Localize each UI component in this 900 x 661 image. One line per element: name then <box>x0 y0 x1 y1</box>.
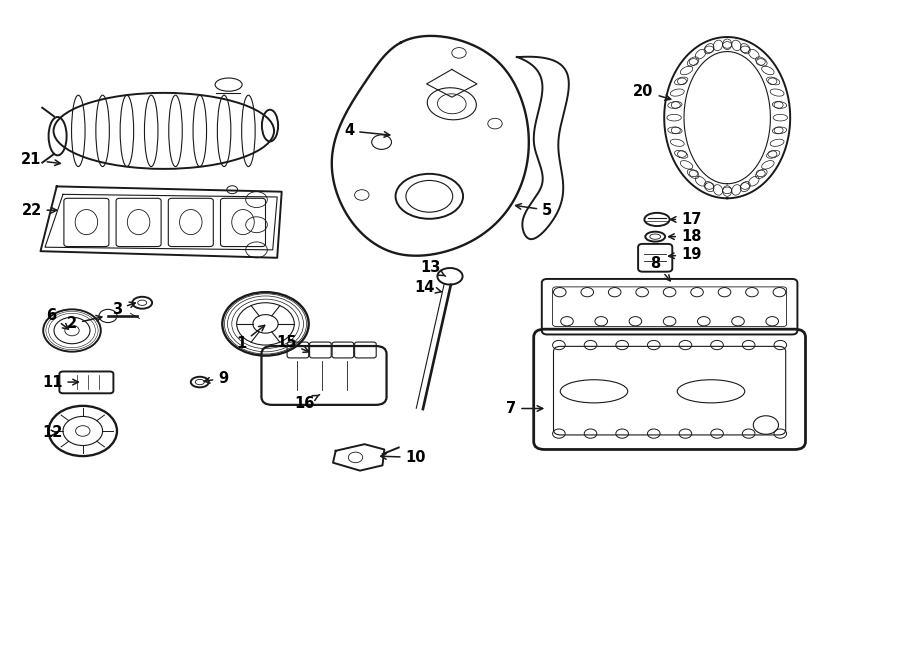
Text: 19: 19 <box>669 247 701 262</box>
Text: 8: 8 <box>650 256 670 281</box>
Text: 7: 7 <box>506 401 543 416</box>
Text: 11: 11 <box>42 375 78 389</box>
Text: 17: 17 <box>670 212 701 227</box>
Text: 9: 9 <box>204 371 229 385</box>
Text: 5: 5 <box>516 203 553 217</box>
Text: 22: 22 <box>22 203 57 217</box>
Text: 12: 12 <box>42 426 62 440</box>
Text: 13: 13 <box>420 260 446 276</box>
Text: 3: 3 <box>112 302 135 317</box>
Text: 21: 21 <box>22 153 60 167</box>
Text: 20: 20 <box>634 84 670 100</box>
Text: 10: 10 <box>381 450 426 465</box>
Text: 18: 18 <box>669 229 701 244</box>
Text: 16: 16 <box>294 395 320 410</box>
Text: 4: 4 <box>344 124 390 138</box>
Text: 1: 1 <box>236 325 265 351</box>
Text: 15: 15 <box>276 335 309 352</box>
Text: 6: 6 <box>46 309 68 329</box>
Text: 14: 14 <box>415 280 441 295</box>
Text: 2: 2 <box>67 315 102 331</box>
